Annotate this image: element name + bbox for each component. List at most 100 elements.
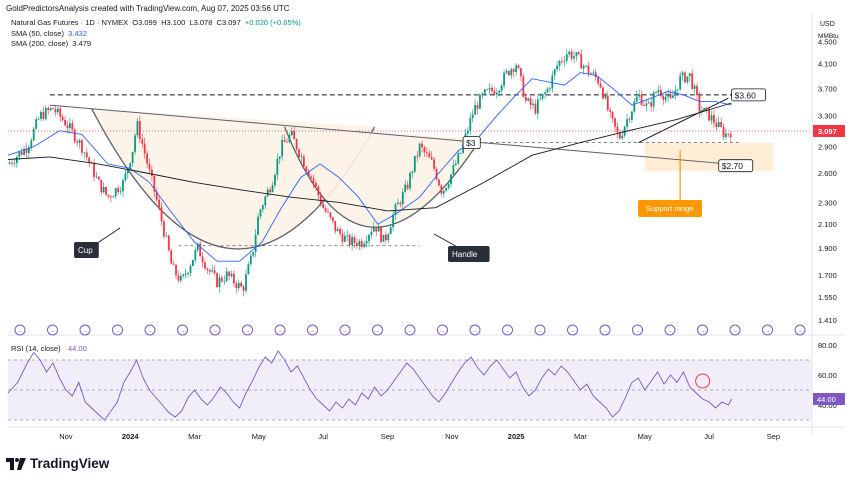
dividend-event-icon[interactable] xyxy=(14,324,26,336)
candle-body-down xyxy=(440,185,443,194)
candle-body-down xyxy=(708,108,710,121)
candle-body-down xyxy=(384,234,387,241)
candle-body-up xyxy=(281,139,284,157)
event-icon-arrow: → xyxy=(115,329,121,335)
candle-body-down xyxy=(491,87,493,92)
candle-body-up xyxy=(515,65,518,72)
candle-body-up xyxy=(631,111,633,120)
candle-body-up xyxy=(266,189,269,197)
legend-sma50-row[interactable]: SMA (50, close) 3.432 xyxy=(11,29,301,40)
candle-body-down xyxy=(81,140,83,153)
candle-body-down xyxy=(696,85,698,96)
candle-body-up xyxy=(563,60,566,62)
candle-body-down xyxy=(100,179,103,193)
candle-body-down xyxy=(705,107,708,109)
candle-body-up xyxy=(409,172,411,189)
candle-body-up xyxy=(667,93,669,97)
candle-body-down xyxy=(616,126,619,133)
candle-body-down xyxy=(269,189,272,193)
candle-body-up xyxy=(556,65,559,70)
candle-body-up xyxy=(368,234,370,242)
candle-body-down xyxy=(435,168,438,180)
dividend-event-icon[interactable] xyxy=(469,324,481,336)
level-label-270: $2.70 xyxy=(722,161,744,171)
candle-body-up xyxy=(664,96,667,100)
event-icon-arrow: → xyxy=(440,329,446,335)
event-icon-arrow: → xyxy=(375,329,381,335)
rising-trendline xyxy=(638,97,729,144)
candle-body-down xyxy=(529,98,532,105)
candle-body-down xyxy=(170,250,173,264)
candle-body-up xyxy=(346,234,349,236)
candle-body-down xyxy=(640,94,643,106)
candle-body-up xyxy=(575,52,578,57)
candle-body-up xyxy=(37,118,40,120)
candle-body-up xyxy=(131,151,134,164)
candle-body-down xyxy=(399,202,402,205)
event-icon-arrow: → xyxy=(700,329,706,335)
candle-body-up xyxy=(592,72,595,74)
dividend-event-icon[interactable] xyxy=(729,324,741,336)
dividend-event-icon[interactable] xyxy=(567,324,578,336)
candle-body-down xyxy=(148,163,151,170)
dividend-event-icon[interactable] xyxy=(534,324,546,336)
candle-body-up xyxy=(18,151,21,157)
candle-body-up xyxy=(252,252,255,256)
candle-body-up xyxy=(688,73,691,77)
dividend-event-icon[interactable] xyxy=(47,324,58,336)
event-icon-arrow: → xyxy=(245,329,251,335)
dividend-event-icon[interactable] xyxy=(664,324,676,336)
legend-sma200-row[interactable]: SMA (200, close) 3.479 xyxy=(11,39,301,50)
candle-body-up xyxy=(230,273,233,277)
dividend-event-icon[interactable] xyxy=(762,324,773,336)
handle-label-box xyxy=(448,246,490,262)
candle-body-up xyxy=(558,60,561,66)
candle-body-up xyxy=(457,153,460,164)
dividend-event-icon[interactable] xyxy=(177,324,188,336)
dividend-event-icon[interactable] xyxy=(339,324,351,336)
candle-body-up xyxy=(717,121,720,127)
candle-body-up xyxy=(78,140,81,143)
dividend-event-icon[interactable] xyxy=(599,324,611,336)
event-icon-arrow: → xyxy=(765,329,771,335)
candle-body-down xyxy=(727,133,730,135)
dividend-event-icon[interactable] xyxy=(79,324,91,336)
candle-body-down xyxy=(160,207,163,222)
dividend-event-icon[interactable] xyxy=(404,324,416,336)
candle-body-up xyxy=(13,163,16,164)
candle-body-down xyxy=(138,121,141,140)
candle-body-down xyxy=(713,115,715,124)
candle-body-down xyxy=(416,155,419,157)
dividend-event-icon[interactable] xyxy=(242,324,253,336)
candle-body-up xyxy=(249,255,252,265)
dividend-event-icon[interactable] xyxy=(274,324,286,336)
dividend-event-icon[interactable] xyxy=(794,324,806,336)
dividend-event-icon[interactable] xyxy=(209,324,221,336)
candle-body-up xyxy=(35,119,38,129)
dividend-event-icon[interactable] xyxy=(372,324,383,336)
tradingview-logo[interactable]: TradingView xyxy=(6,456,109,471)
dividend-event-icon[interactable] xyxy=(502,324,513,336)
event-icon-arrow: → xyxy=(732,329,738,335)
candle-body-up xyxy=(358,240,361,247)
candle-body-down xyxy=(107,194,110,197)
time-tick-label: Nov xyxy=(445,432,459,441)
candle-body-up xyxy=(725,133,727,137)
candle-body-up xyxy=(184,274,187,275)
candle-body-down xyxy=(175,264,177,276)
dividend-event-icon[interactable] xyxy=(697,324,708,336)
dividend-event-icon[interactable] xyxy=(112,324,123,336)
dividend-event-icon[interactable] xyxy=(632,324,643,336)
candle-body-down xyxy=(341,233,344,242)
dividend-event-icon[interactable] xyxy=(307,324,318,336)
dividend-event-icon[interactable] xyxy=(437,324,448,336)
candle-body-up xyxy=(703,107,706,112)
candle-body-up xyxy=(237,282,240,289)
candle-body-up xyxy=(686,76,689,83)
dividend-event-icon[interactable] xyxy=(144,324,156,336)
candle-body-up xyxy=(442,190,445,194)
event-icon-arrow: → xyxy=(667,329,673,335)
price-tick-label: 3.300 xyxy=(818,112,837,121)
